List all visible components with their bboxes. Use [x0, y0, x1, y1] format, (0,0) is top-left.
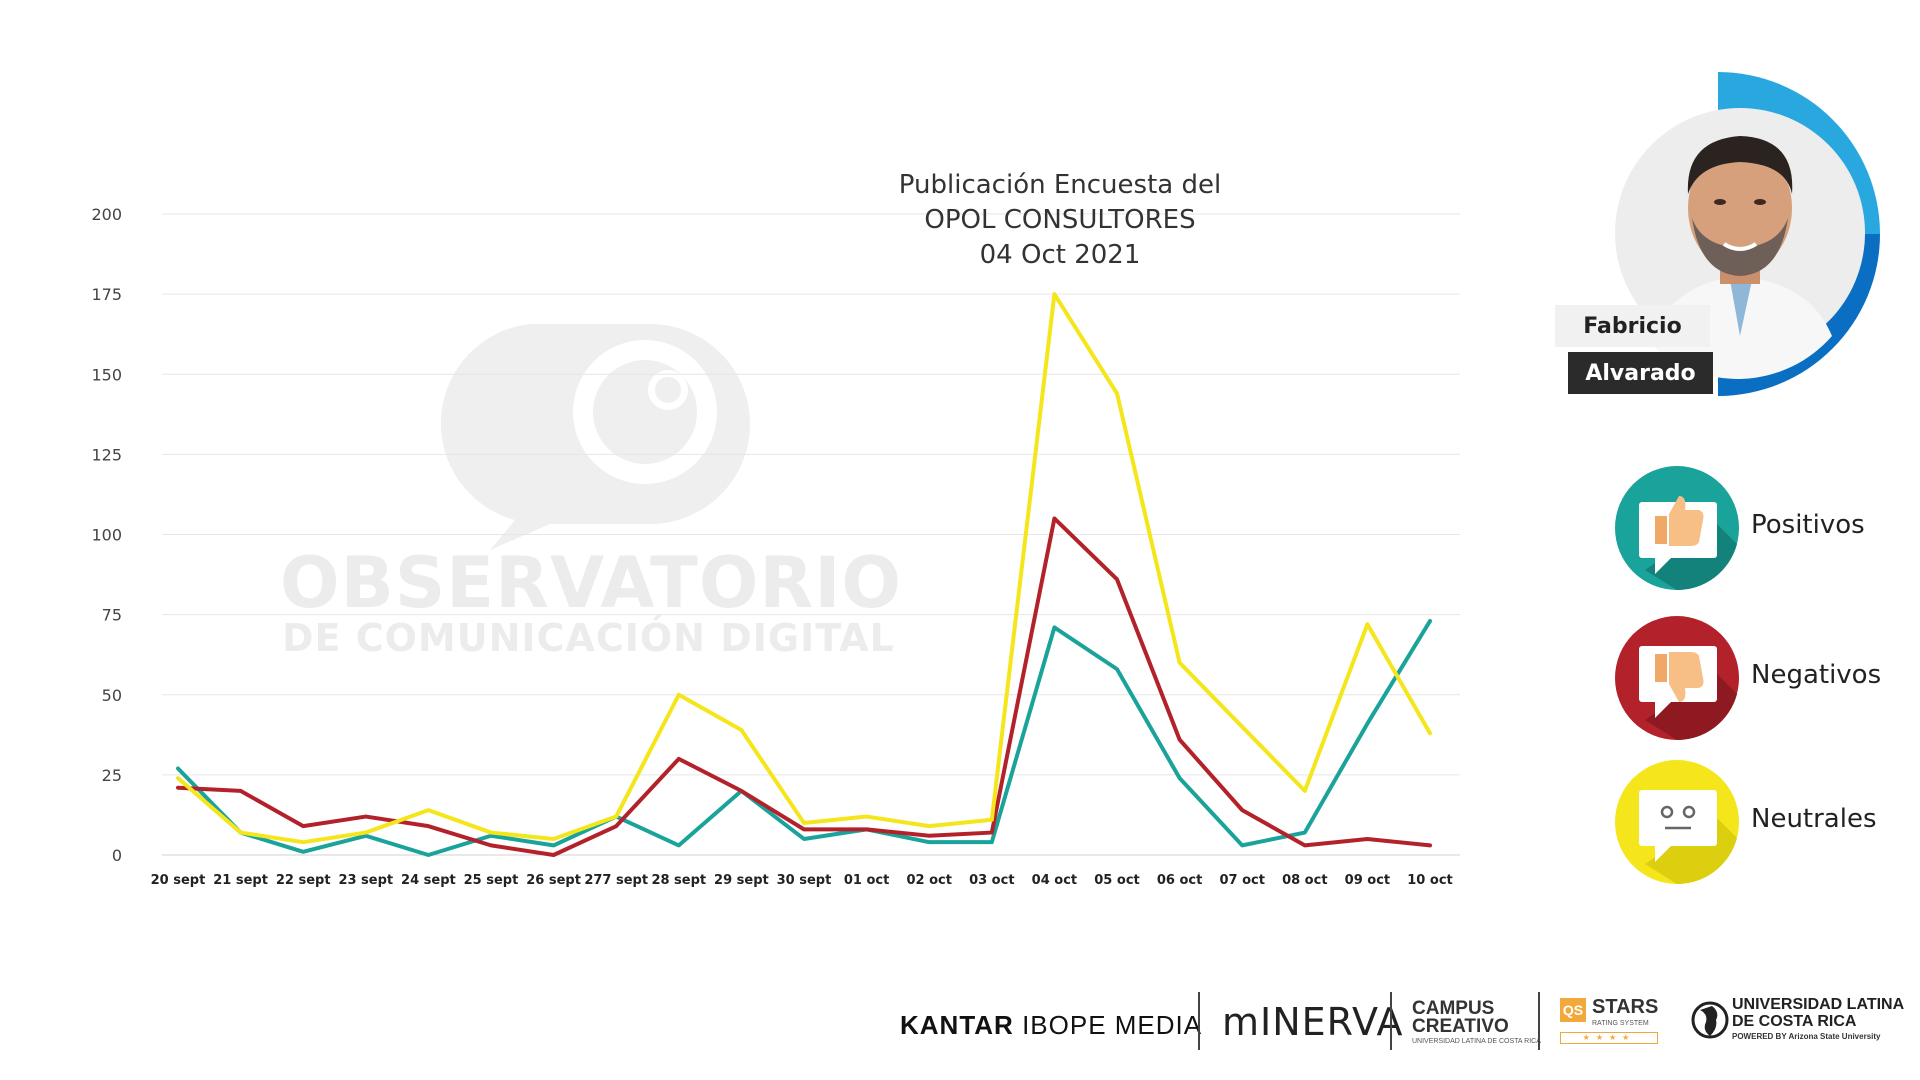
y-tick-label: 100 — [91, 526, 122, 545]
thumbs-up-icon — [1615, 466, 1739, 590]
y-tick-label: 50 — [102, 686, 122, 705]
ulatina-line-2: DE COSTA RICA — [1732, 1013, 1857, 1030]
neutral-face-icon — [1615, 760, 1739, 884]
candidate-first-name: Fabricio — [1555, 305, 1710, 347]
y-tick-label: 25 — [102, 766, 122, 785]
y-tick-label: 0 — [112, 846, 122, 865]
y-tick-label: 75 — [102, 606, 122, 625]
legend-item-negativos: Negativos — [1615, 616, 1915, 740]
candidate-profile — [1540, 68, 1900, 408]
kantar-ibope-logo: KANTAR IBOPE MEDIA — [900, 1010, 1202, 1041]
x-tick-label: 06 oct — [1157, 873, 1202, 888]
x-tick-label: 23 sept — [338, 873, 393, 888]
x-tick-label: 21 sept — [213, 873, 268, 888]
logo-divider — [1390, 992, 1392, 1050]
kantar-bold: KANTAR — [900, 1010, 1014, 1040]
minerva-logo: mINERVA — [1222, 1000, 1404, 1044]
ulatina-sub: POWERED BY Arizona State University — [1732, 1032, 1881, 1041]
legend-item-positivos: Positivos — [1615, 466, 1915, 590]
campus-sub: UNIVERSIDAD LATINA DE COSTA RICA — [1412, 1038, 1541, 1045]
campus-creativo-logo: CAMPUS CREATIVO UNIVERSIDAD LATINA DE CO… — [1412, 998, 1541, 1046]
legend-label: Negativos — [1751, 660, 1882, 690]
x-tick-label: 04 oct — [1032, 873, 1077, 888]
annotation-line-1: Publicación Encuesta del — [898, 170, 1222, 200]
legend-item-neutrales: Neutrales — [1615, 760, 1915, 884]
y-tick-label: 200 — [91, 205, 122, 224]
footer-logos: KANTAR IBOPE MEDIA mINERVA CAMPUS CREATI… — [900, 990, 1910, 1060]
series-line-positivos — [176, 619, 1432, 857]
x-tick-label: 01 oct — [844, 873, 889, 888]
x-tick-label: 08 oct — [1282, 873, 1327, 888]
y-tick-label: 125 — [91, 445, 122, 464]
x-tick-label: 30 sept — [777, 873, 832, 888]
watermark-title: OBSERVATORIO — [280, 542, 902, 624]
x-tick-label: 02 oct — [906, 873, 951, 888]
x-tick-label: 26 sept — [526, 873, 581, 888]
thumbs-down-icon — [1615, 616, 1739, 740]
annotation-line-3: 04 Oct 2021 — [979, 240, 1141, 270]
x-tick-label: 10 oct — [1407, 873, 1452, 888]
kantar-rest: IBOPE MEDIA — [1013, 1010, 1203, 1040]
x-tick-label: 05 oct — [1094, 873, 1139, 888]
y-tick-label: 150 — [91, 365, 122, 384]
chart-svg: 0 25 50 75 100 125 150 175 200 20 sept 21 sept 22 s… — [91, 205, 1460, 888]
logo-divider — [1538, 992, 1540, 1050]
campus-line-2: CREATIVO — [1412, 1016, 1509, 1037]
y-tick-label: 175 — [91, 285, 122, 304]
series-line-neutrales — [176, 292, 1432, 845]
profile-graphic — [1615, 72, 1880, 396]
campus-line-1: CAMPUS — [1412, 998, 1495, 1019]
x-tick-label: 277 sept — [584, 873, 648, 888]
universidad-latina-logo: UNIVERSIDAD LATINA DE COSTA RICA POWERED… — [1690, 996, 1910, 1048]
eye-bubble-watermark-icon — [440, 324, 750, 550]
qs-rating-stars: ★★★★ — [1560, 1032, 1658, 1044]
watermark-subtitle: DE COMUNICACIÓN DIGITAL — [282, 616, 895, 660]
qs-mark: QS — [1560, 998, 1586, 1022]
line-chart: 0 25 50 75 100 125 150 175 200 20 sept 21 sept 22 s… — [91, 205, 1460, 888]
legend-label: Neutrales — [1751, 804, 1877, 834]
chart-annotation: Publicación Encuesta del OPOL CONSULTORE… — [820, 168, 1300, 273]
ulatina-name: UNIVERSIDAD LATINA DE COSTA RICA — [1732, 996, 1904, 1030]
ulatina-line-1: UNIVERSIDAD LATINA — [1732, 996, 1905, 1013]
watermark: OBSERVATORIO DE COMUNICACIÓN DIGITAL — [280, 320, 901, 680]
qs-stars-text: STARS — [1592, 996, 1659, 1018]
x-tick-label: 25 sept — [464, 873, 519, 888]
qs-sub-text: RATING SYSTEM — [1592, 1020, 1649, 1027]
x-tick-label: 09 oct — [1345, 873, 1390, 888]
x-tick-label: 28 sept — [651, 873, 706, 888]
logo-divider — [1198, 992, 1200, 1050]
candidate-last-name: Alvarado — [1568, 352, 1713, 394]
x-tick-label: 22 sept — [276, 873, 331, 888]
series-line-negativos — [176, 516, 1432, 857]
x-tick-label: 03 oct — [969, 873, 1014, 888]
legend-label: Positivos — [1751, 510, 1865, 540]
annotation-line-2: OPOL CONSULTORES — [924, 205, 1196, 235]
x-tick-label: 24 sept — [401, 873, 456, 888]
x-tick-label: 29 sept — [714, 873, 769, 888]
x-tick-label: 20 sept — [151, 873, 206, 888]
x-tick-label: 07 oct — [1219, 873, 1264, 888]
globe-icon — [1691, 1001, 1729, 1039]
qs-stars-logo: QS STARS RATING SYSTEM ★★★★ — [1560, 996, 1678, 1044]
